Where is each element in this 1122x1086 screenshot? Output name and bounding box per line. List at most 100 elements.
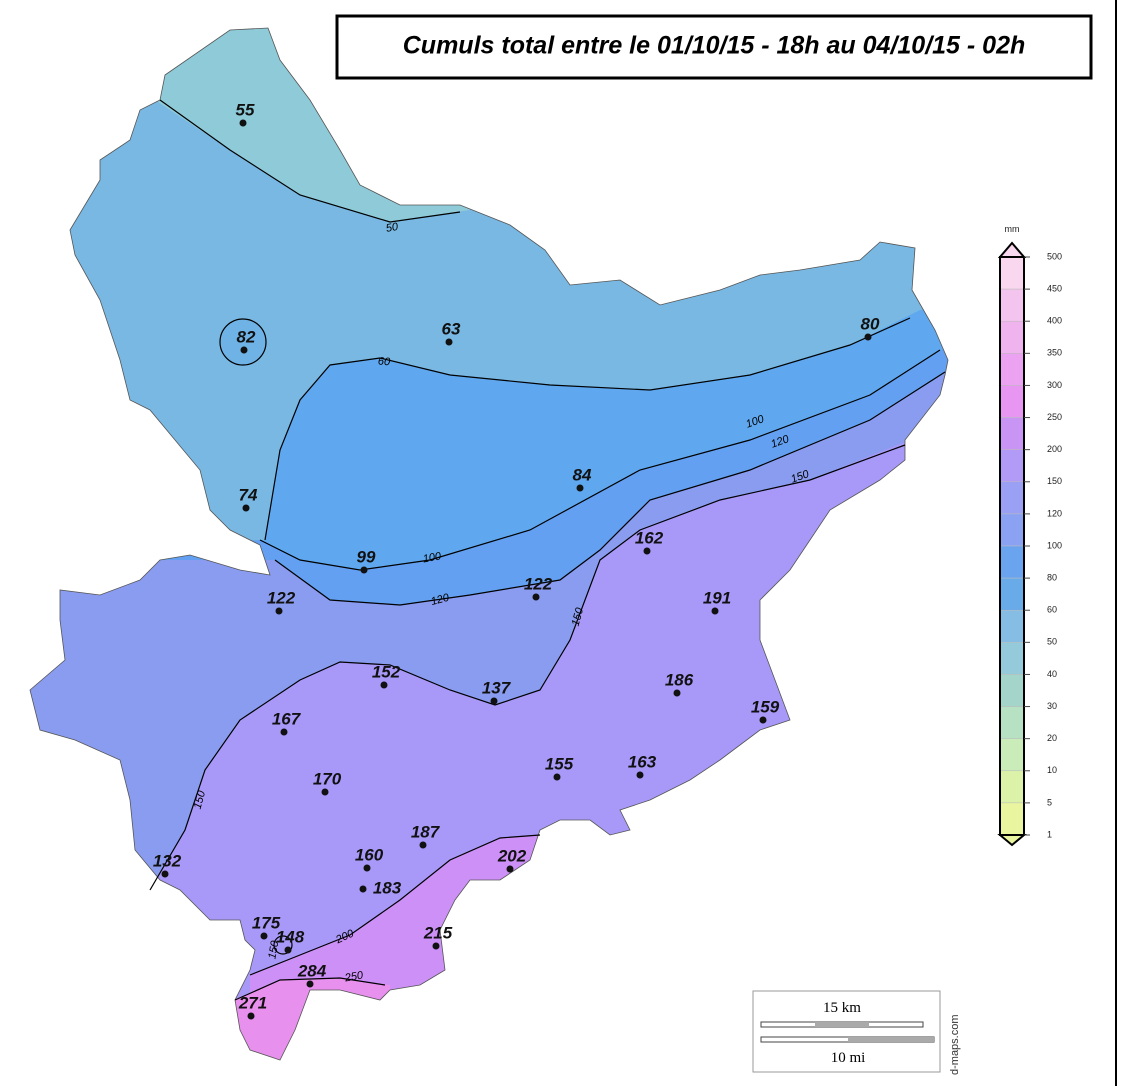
legend-tick-label: 50 bbox=[1047, 637, 1057, 647]
legend-tick-label: 60 bbox=[1047, 605, 1057, 615]
station-dot bbox=[363, 864, 371, 872]
scale-seg bbox=[815, 1022, 869, 1027]
station-value: 74 bbox=[239, 485, 258, 504]
scale-seg bbox=[848, 1037, 935, 1042]
station-value: 187 bbox=[411, 822, 441, 841]
zones bbox=[30, 28, 948, 1060]
legend-swatch bbox=[999, 353, 1025, 386]
contour-line bbox=[274, 371, 946, 606]
station-value: 170 bbox=[313, 769, 342, 788]
legend-tick-label: 10 bbox=[1047, 765, 1057, 775]
legend-tick-label: 350 bbox=[1047, 348, 1062, 358]
contour-line bbox=[234, 977, 386, 1001]
contour-line bbox=[259, 349, 941, 571]
station-dot bbox=[380, 681, 388, 689]
legend-swatch bbox=[999, 770, 1025, 804]
station-dot bbox=[242, 504, 250, 512]
legend-swatch bbox=[999, 288, 1025, 322]
station-dot bbox=[275, 607, 283, 615]
contour-label: 150 bbox=[266, 939, 281, 960]
station-value: 202 bbox=[497, 846, 527, 865]
legend-swatch bbox=[999, 609, 1025, 643]
scale-km: 15 km bbox=[823, 1000, 861, 1016]
station-dot bbox=[445, 338, 453, 346]
legend-cap bbox=[997, 241, 1027, 258]
station-value: 99 bbox=[357, 547, 376, 566]
legend-cap bbox=[997, 834, 1027, 847]
legend-tick-label: 40 bbox=[1047, 669, 1057, 679]
station-dot bbox=[284, 946, 292, 954]
contour-label: 120 bbox=[430, 592, 452, 609]
scale-mi: 10 mi bbox=[831, 1050, 866, 1066]
legend-tick-label: 500 bbox=[1047, 251, 1062, 261]
contour-line bbox=[149, 444, 906, 891]
station-value: 63 bbox=[442, 319, 461, 338]
station-dot bbox=[711, 607, 719, 615]
station-value: 132 bbox=[153, 851, 182, 870]
station-value: 122 bbox=[267, 588, 296, 607]
legend-swatch bbox=[999, 706, 1025, 739]
legend-tick-label: 100 bbox=[1047, 540, 1062, 550]
legend-tick-label: 120 bbox=[1047, 508, 1062, 518]
station-dot bbox=[260, 932, 268, 940]
contour-line bbox=[249, 834, 541, 976]
station-dot bbox=[490, 697, 498, 705]
contour-line bbox=[159, 99, 461, 223]
legend-tick-label: 20 bbox=[1047, 733, 1057, 743]
scale-bar: 15 km 10 mi bbox=[752, 990, 941, 1073]
legend-tick-label: 30 bbox=[1047, 701, 1057, 711]
legend-unit: mm bbox=[1005, 224, 1020, 234]
station-dot bbox=[280, 728, 288, 736]
contour-label: 150 bbox=[570, 606, 587, 628]
station-value: 215 bbox=[423, 923, 453, 942]
station-dot bbox=[240, 346, 248, 354]
legend-tick-label: 5 bbox=[1047, 797, 1052, 807]
contour-label: 100 bbox=[422, 550, 443, 565]
station-value: 183 bbox=[373, 878, 402, 897]
legend-swatch bbox=[999, 802, 1025, 836]
station-value: 152 bbox=[372, 662, 401, 681]
station-dot bbox=[759, 716, 767, 724]
station-value: 84 bbox=[573, 465, 592, 484]
station-dot bbox=[643, 547, 651, 555]
station-value: 163 bbox=[628, 752, 657, 771]
station-dot bbox=[247, 1012, 255, 1020]
contour-label: 60 bbox=[377, 355, 391, 368]
legend-swatch bbox=[999, 738, 1025, 772]
station-dot bbox=[359, 885, 367, 893]
credit: d-maps.com bbox=[949, 1014, 961, 1075]
contour-line bbox=[273, 935, 293, 955]
zone bbox=[220, 319, 266, 365]
legend-swatch bbox=[999, 449, 1025, 483]
legend-tick-label: 80 bbox=[1047, 572, 1057, 582]
legend: mm 5004504003503002502001501201008060504… bbox=[997, 224, 1062, 847]
legend-tick-label: 300 bbox=[1047, 380, 1062, 390]
contours bbox=[149, 99, 946, 1001]
legend-swatch bbox=[999, 674, 1025, 707]
legend-swatch bbox=[999, 513, 1025, 547]
legend-swatch bbox=[999, 642, 1025, 675]
legend-swatch bbox=[999, 320, 1025, 354]
legend-swatch bbox=[999, 256, 1025, 290]
legend-swatch bbox=[999, 545, 1025, 579]
legend-swatch bbox=[999, 481, 1025, 515]
station-value: 55 bbox=[236, 100, 255, 119]
legend-tick-label: 1 bbox=[1047, 829, 1052, 839]
station-value: 155 bbox=[545, 754, 574, 773]
station-dot bbox=[532, 593, 540, 601]
station-value: 159 bbox=[751, 697, 780, 716]
station-dot bbox=[360, 566, 368, 574]
station-dot bbox=[576, 484, 584, 492]
scale-box bbox=[752, 990, 941, 1073]
station-value: 80 bbox=[861, 314, 880, 333]
station-value: 167 bbox=[272, 709, 302, 728]
legend-tick-label: 400 bbox=[1047, 316, 1062, 326]
station-dot bbox=[321, 788, 329, 796]
station-value: 186 bbox=[665, 670, 694, 689]
station-value: 160 bbox=[355, 845, 384, 864]
station-dot bbox=[306, 980, 314, 988]
station-value: 82 bbox=[237, 327, 256, 346]
station-value: 284 bbox=[297, 961, 327, 980]
contour-line bbox=[264, 317, 911, 541]
